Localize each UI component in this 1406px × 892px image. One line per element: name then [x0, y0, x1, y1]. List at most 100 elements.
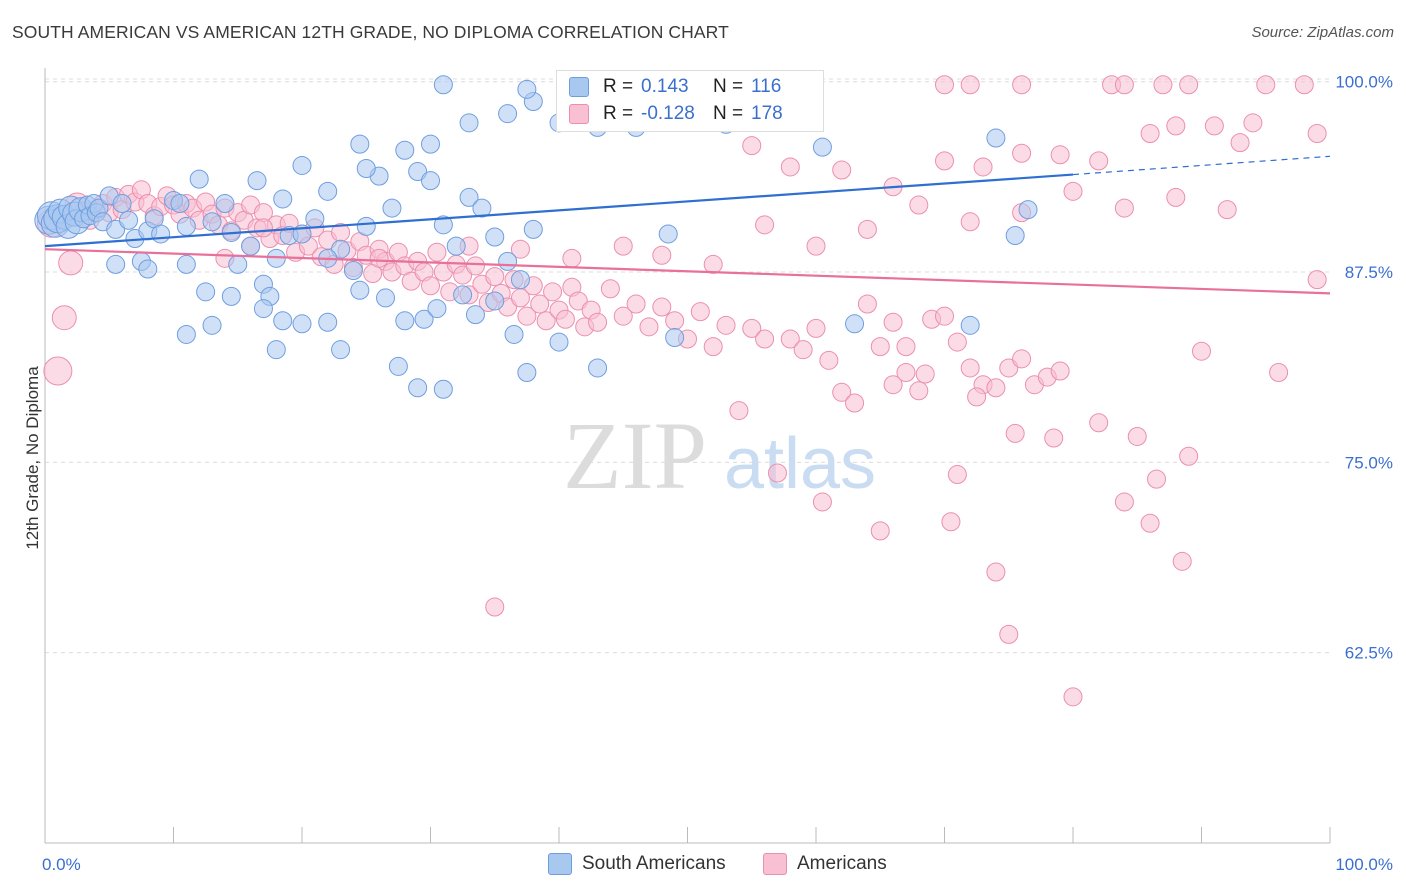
american-point	[1243, 113, 1263, 133]
south-american-point	[253, 299, 273, 319]
south-american-point	[465, 305, 485, 325]
y-tick-label: 75.0%	[1345, 453, 1393, 472]
legend-r-value: 0.143	[641, 76, 689, 97]
south-american-point	[318, 181, 338, 201]
american-point	[755, 329, 775, 349]
south-american-point	[292, 314, 312, 334]
south-american-point	[665, 327, 685, 347]
south-american-point	[318, 312, 338, 332]
american-point	[453, 265, 473, 285]
american-point	[613, 236, 633, 256]
american-point	[1063, 181, 1083, 201]
south-american-point	[119, 210, 139, 230]
south-american-point	[215, 194, 235, 214]
legend-r-label: R =	[603, 76, 634, 97]
y-tick-label: 100.0%	[1335, 73, 1393, 92]
american-point	[845, 393, 865, 413]
legend-r-label: R =	[603, 103, 634, 124]
american-point	[967, 387, 987, 407]
american-point	[896, 363, 916, 383]
american-point	[1114, 75, 1134, 95]
legend-r-value: -0.128	[641, 103, 695, 124]
south-american-point	[433, 75, 453, 95]
american-point	[568, 291, 588, 311]
american-point	[543, 282, 563, 302]
american-point	[1256, 75, 1276, 95]
south-american-point	[453, 285, 473, 305]
south-american-point	[170, 194, 190, 214]
south-american-point	[446, 236, 466, 256]
american-point	[1089, 413, 1109, 433]
american-point	[941, 512, 961, 532]
south-american-point	[658, 224, 678, 244]
american-point	[1005, 423, 1025, 443]
south-american-point	[845, 314, 865, 334]
south-american-point	[459, 113, 479, 133]
south-american-point	[151, 224, 171, 244]
bottom-legend-swatch-pink	[763, 853, 787, 875]
americans-trend-line	[44, 248, 1331, 295]
south-american-point	[433, 379, 453, 399]
south-american-point	[196, 282, 216, 302]
american-point	[780, 329, 800, 349]
american-point	[915, 364, 935, 384]
south-american-point	[331, 340, 351, 360]
american-point	[883, 375, 903, 395]
american-point	[1204, 116, 1224, 136]
legend-row-south-americans: R = 0.143 N = 116	[569, 74, 781, 100]
american-point	[588, 312, 608, 332]
american-point	[986, 378, 1006, 398]
american-point	[1012, 143, 1032, 163]
south-american-point	[176, 216, 196, 236]
watermark-atlas: atlas	[724, 424, 876, 504]
watermark: ZIP atlas	[563, 402, 876, 509]
south-american-point	[485, 227, 505, 247]
american-point	[947, 465, 967, 485]
south-american-point	[459, 187, 479, 207]
american-point	[1307, 123, 1327, 143]
south-american-point	[388, 356, 408, 376]
grid-lines	[45, 78, 1330, 654]
american-point	[555, 309, 575, 329]
american-point	[485, 267, 505, 287]
tick-labels: 100.0% 87.5% 75.0% 62.5% 0.0% 100.0%	[42, 73, 1393, 874]
american-point	[613, 306, 633, 326]
american-point	[1114, 198, 1134, 218]
american-point	[1140, 123, 1160, 143]
american-point	[1230, 133, 1250, 153]
bottom-legend-south-americans: South Americans	[548, 851, 726, 877]
south-american-point	[433, 215, 453, 235]
south-american-point	[106, 254, 126, 274]
american-point	[909, 195, 929, 215]
american-point	[1012, 75, 1032, 95]
american-point	[960, 358, 980, 378]
american-point	[1307, 270, 1327, 290]
south-american-point	[292, 155, 312, 175]
south-american-point	[498, 251, 518, 271]
south-american-point	[331, 239, 351, 259]
american-point	[1089, 151, 1109, 171]
american-point	[999, 624, 1019, 644]
south-american-point	[1018, 200, 1038, 220]
y-axis-label: 12th Grade, No Diploma	[23, 366, 42, 550]
american-point	[530, 294, 550, 314]
american-point	[755, 215, 775, 235]
legend-n-label: N =	[713, 76, 744, 97]
x-tick-label: 100.0%	[1335, 855, 1393, 874]
american-point	[43, 356, 73, 386]
south-american-point	[176, 254, 196, 274]
american-point	[51, 305, 77, 331]
south-american-point	[395, 311, 415, 331]
south-american-point	[986, 128, 1006, 148]
south-american-point	[176, 324, 196, 344]
american-point	[999, 358, 1019, 378]
american-point	[517, 306, 537, 326]
south-american-point	[356, 216, 376, 236]
american-point	[935, 151, 954, 171]
south-american-point	[266, 340, 286, 360]
legend-row-americans: R = -0.128 N = 178	[569, 101, 783, 127]
american-point	[1179, 446, 1199, 466]
american-point	[986, 562, 1006, 582]
south-american-point	[106, 219, 126, 239]
